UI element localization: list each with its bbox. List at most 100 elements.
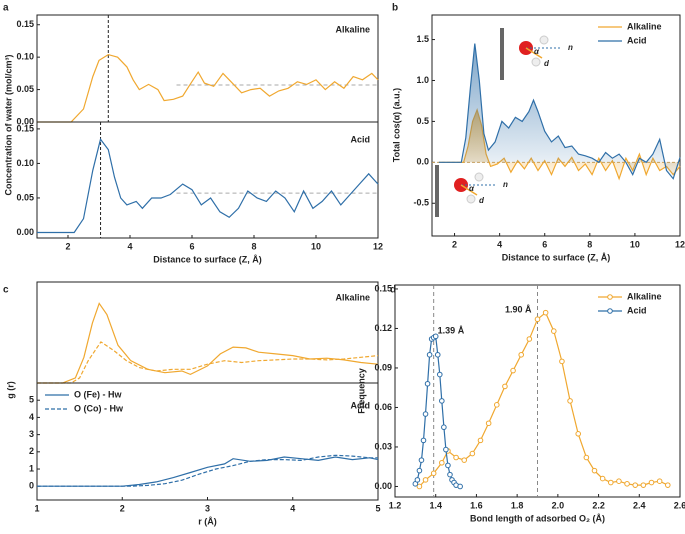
x-tick-label: 2.0 bbox=[552, 500, 565, 510]
point bbox=[424, 380, 431, 387]
y-tick-label: 0.06 bbox=[374, 402, 392, 412]
plot-frame bbox=[36, 281, 379, 384]
point bbox=[420, 437, 427, 444]
x-tick-label: 10 bbox=[630, 239, 640, 249]
inset-dipole bbox=[525, 47, 543, 59]
y-tick-label: 1.5 bbox=[416, 34, 429, 44]
y-axis-label: Frequency bbox=[356, 368, 366, 414]
line bbox=[37, 456, 379, 487]
x-tick-label: 4 bbox=[497, 239, 502, 249]
x-axis-label: r (Å) bbox=[198, 516, 217, 526]
point bbox=[477, 437, 484, 444]
y-tick-label: 3 bbox=[29, 429, 34, 439]
point bbox=[542, 309, 549, 316]
inset-label: α bbox=[534, 47, 540, 56]
x-tick-label: 2.4 bbox=[633, 500, 646, 510]
point bbox=[502, 383, 508, 390]
point bbox=[441, 424, 447, 431]
point bbox=[414, 477, 421, 483]
y-tick-label: 0.15 bbox=[374, 283, 392, 293]
x-tick-label: 1.6 bbox=[470, 500, 483, 510]
point bbox=[485, 420, 492, 427]
point bbox=[422, 411, 429, 417]
line bbox=[37, 53, 379, 123]
point bbox=[432, 333, 439, 340]
inset-dipole bbox=[460, 184, 478, 196]
point bbox=[534, 316, 541, 323]
plot-frame bbox=[36, 382, 379, 501]
point bbox=[439, 459, 445, 466]
y-axis-label: Concentration of water (mol/cm³) bbox=[3, 54, 13, 195]
legend-label: Acid bbox=[627, 305, 647, 315]
panel-label: Acid bbox=[350, 400, 370, 410]
panel: d 0.00 0.03 0.06 0.09 0.12 0.15 1.2 1.4 1.6 1.8 2.0… bbox=[356, 283, 685, 523]
inset-h bbox=[474, 172, 484, 182]
y-tick-label: 0.09 bbox=[374, 362, 392, 372]
y-tick-label: 0.12 bbox=[374, 323, 392, 333]
y-tick-label: -0.5 bbox=[413, 198, 429, 208]
y-tick-label: 1 bbox=[29, 463, 34, 473]
inset-wall bbox=[500, 28, 504, 80]
y-tick-label: 0.00 bbox=[16, 116, 34, 126]
point bbox=[445, 462, 451, 469]
x-tick-label: 3 bbox=[205, 503, 210, 513]
y-tick-label: 0.05 bbox=[16, 84, 34, 94]
x-tick-label: 2.6 bbox=[674, 500, 685, 510]
y-tick-label: 0.0 bbox=[416, 157, 429, 167]
y-axis-label: Total cos(α) (a.u.) bbox=[391, 88, 401, 162]
panel-label: Acid bbox=[350, 134, 370, 144]
inset-label: d bbox=[544, 59, 550, 68]
panel-letter: b bbox=[392, 3, 398, 14]
point bbox=[416, 483, 423, 490]
panel-letter: a bbox=[3, 3, 9, 14]
point bbox=[591, 467, 598, 474]
inset-h bbox=[531, 57, 541, 67]
point bbox=[640, 482, 647, 488]
point bbox=[656, 478, 663, 484]
y-tick-label: 0.03 bbox=[374, 441, 392, 451]
y-tick-label: 0.15 bbox=[16, 19, 34, 29]
point bbox=[599, 475, 606, 482]
x-tick-label: 6 bbox=[542, 239, 547, 249]
legend-label: O (Fe) - Hw bbox=[74, 389, 122, 399]
annotation: 1.90 Å bbox=[505, 304, 532, 314]
y-tick-label: 0.10 bbox=[16, 52, 34, 62]
x-tick-label: 2.2 bbox=[592, 500, 605, 510]
point bbox=[457, 483, 463, 490]
point bbox=[583, 454, 590, 461]
panel: 0.00 0.05 0.10 0.15 2 4 6 8 10 12 Distance to surf… bbox=[16, 121, 383, 264]
point bbox=[575, 430, 582, 437]
y-tick-label: 0.15 bbox=[16, 123, 34, 133]
line bbox=[414, 335, 461, 488]
x-tick-label: 2 bbox=[120, 503, 125, 513]
x-tick-label: 2 bbox=[452, 239, 457, 249]
y-tick-label: 2 bbox=[29, 446, 34, 456]
point bbox=[493, 402, 500, 408]
y-tick-label: 5 bbox=[29, 395, 34, 405]
point bbox=[567, 398, 573, 404]
inset-h bbox=[466, 194, 476, 204]
legend-marker bbox=[607, 308, 613, 314]
y-tick-label: 0.05 bbox=[16, 192, 34, 202]
x-tick-label: 12 bbox=[373, 241, 383, 251]
point bbox=[418, 457, 425, 463]
point bbox=[434, 351, 441, 358]
legend-label: Alkaline bbox=[627, 21, 662, 31]
y-tick-label: 0.00 bbox=[16, 227, 34, 237]
inset-h bbox=[539, 35, 549, 45]
panel-label: Alkaline bbox=[335, 24, 370, 34]
point bbox=[510, 367, 516, 374]
y-tick-label: 0.5 bbox=[416, 116, 429, 126]
x-tick-label: 5 bbox=[375, 503, 380, 513]
x-tick-label: 2 bbox=[65, 241, 70, 251]
x-tick-label: 1.8 bbox=[511, 500, 524, 510]
inset-label: n bbox=[503, 180, 508, 189]
x-axis-label: Bond length of adsorbed O₂ (Å) bbox=[470, 513, 605, 523]
inset-label: α bbox=[469, 184, 475, 193]
y-tick-label: 1.0 bbox=[416, 75, 429, 85]
point bbox=[422, 477, 429, 483]
point bbox=[624, 481, 630, 487]
plot-frame bbox=[431, 14, 681, 237]
panel-label: Alkaline bbox=[335, 292, 370, 302]
